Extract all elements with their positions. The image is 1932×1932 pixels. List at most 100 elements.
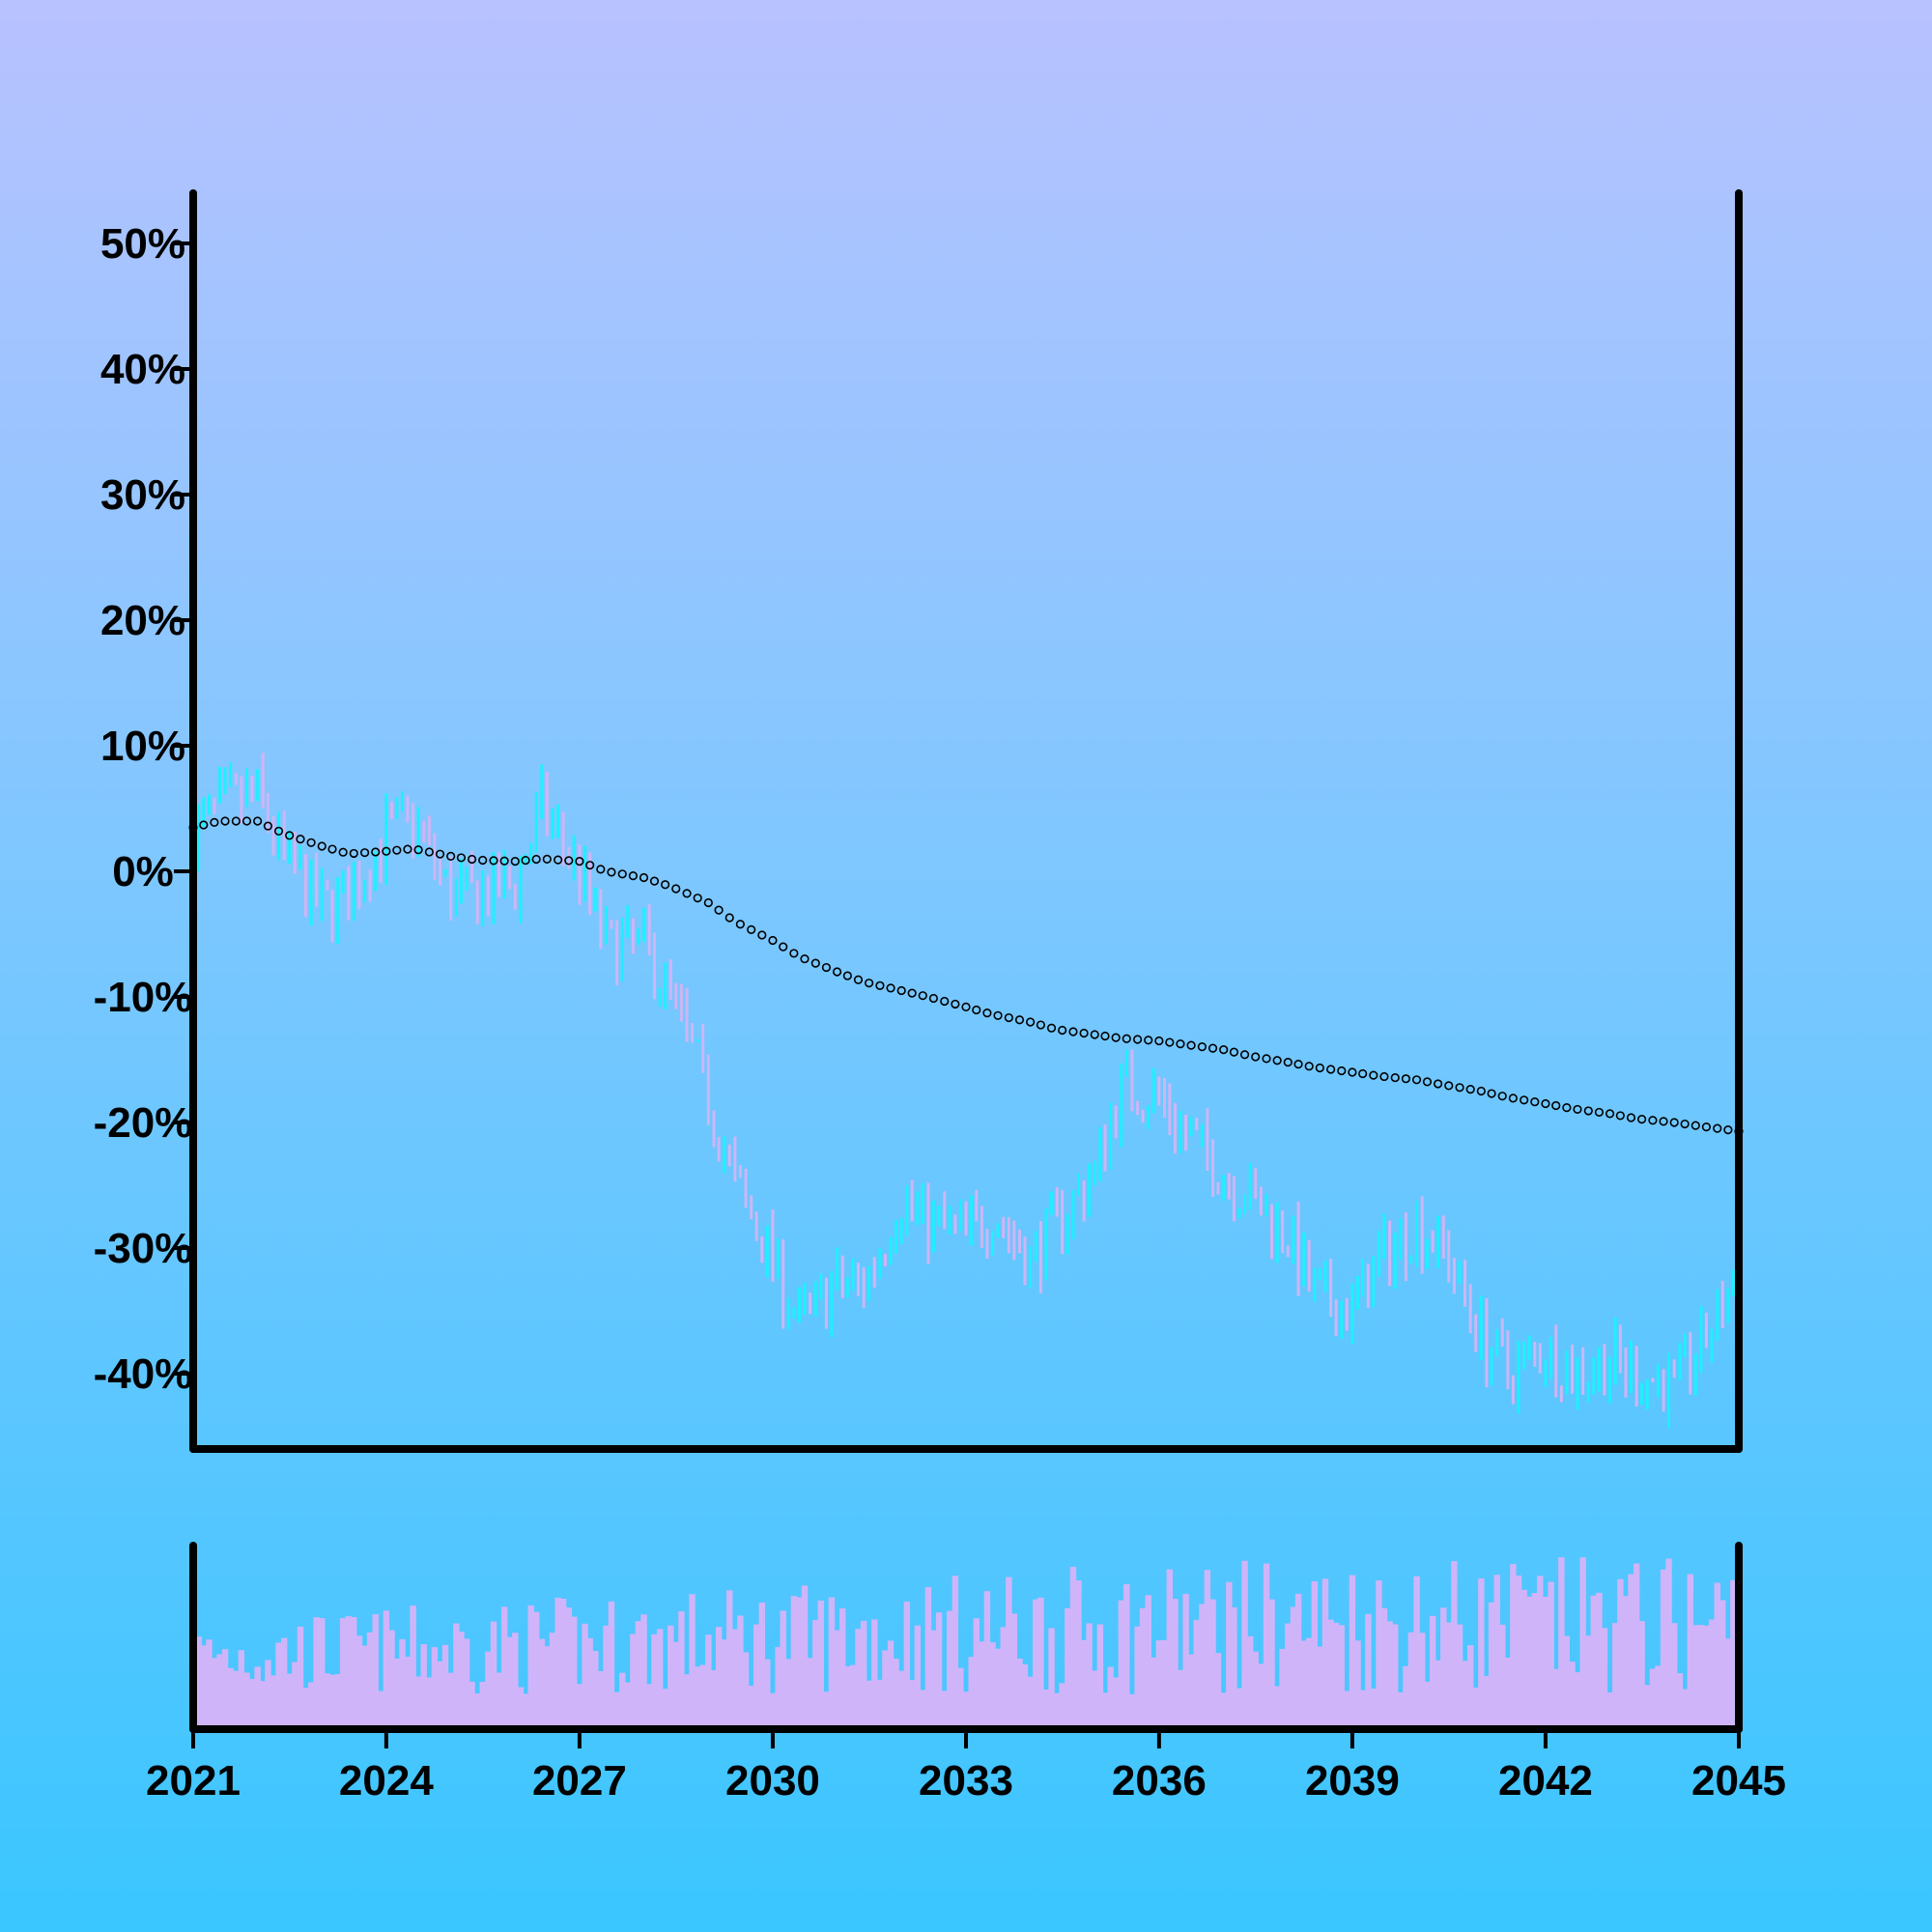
volume-bar — [705, 1634, 712, 1729]
volume-bar — [715, 1627, 723, 1729]
volume-bar — [361, 1645, 368, 1729]
moving-average-point — [1583, 1106, 1593, 1116]
moving-average-point — [1283, 1057, 1293, 1067]
volume-bar — [1440, 1607, 1447, 1729]
volume-bar — [1037, 1597, 1044, 1729]
moving-average-point — [1637, 1115, 1647, 1124]
volume-bar — [962, 1691, 970, 1729]
moving-average-point — [972, 1005, 981, 1015]
volume-bar — [1354, 1640, 1361, 1729]
volume-bar — [1332, 1622, 1340, 1729]
volume-bar — [1279, 1648, 1286, 1729]
moving-average-point — [928, 993, 939, 1004]
moving-average-point — [489, 856, 498, 866]
x-tick-label: 2036 — [1112, 1757, 1207, 1804]
volume-bar — [1617, 1578, 1624, 1729]
volume-bar — [1601, 1628, 1608, 1729]
volume-bar — [388, 1630, 395, 1729]
volume-bar — [1531, 1593, 1539, 1729]
moving-average-point — [800, 953, 810, 964]
volume-bar — [613, 1691, 620, 1729]
volume-bar — [1638, 1621, 1645, 1729]
moving-average-point — [693, 894, 702, 903]
moving-average-point — [671, 884, 681, 894]
y-tick-label: -30% — [94, 1225, 193, 1272]
volume-bar — [742, 1652, 750, 1729]
volume-bar — [737, 1615, 744, 1729]
volume-bar — [1569, 1662, 1576, 1729]
volume-bar — [1692, 1625, 1699, 1729]
volume-bar — [270, 1675, 277, 1729]
moving-average-point — [467, 854, 477, 865]
moving-average-point — [1058, 1025, 1067, 1036]
moving-average-point — [1690, 1121, 1700, 1130]
volume-bar — [1681, 1689, 1689, 1729]
volume-bar — [699, 1664, 706, 1729]
volume-bar — [941, 1690, 948, 1729]
volume-bar — [672, 1641, 679, 1729]
moving-average-point — [1079, 1028, 1089, 1038]
y-tick-label: 20% — [100, 597, 185, 644]
volume-bar — [500, 1606, 508, 1729]
moving-average-point — [1144, 1036, 1153, 1045]
y-tick-label: -40% — [94, 1350, 193, 1398]
volume-bar — [1499, 1624, 1506, 1729]
volume-bar — [1161, 1639, 1168, 1729]
volume-bar — [1612, 1623, 1619, 1729]
volume-bar — [1670, 1623, 1678, 1729]
volume-bar — [957, 1667, 964, 1729]
volume-bar — [1027, 1676, 1034, 1729]
volume-bar — [260, 1681, 267, 1729]
moving-average-point — [554, 855, 563, 865]
volume-bar — [1596, 1592, 1603, 1729]
volume-bar — [807, 1658, 813, 1729]
y-tick-label: 40% — [100, 346, 185, 393]
moving-average-point — [1444, 1081, 1454, 1091]
moving-average-point — [779, 942, 788, 952]
moving-average-point — [1358, 1068, 1368, 1079]
volume-bar — [216, 1654, 223, 1729]
moving-average-point — [982, 1008, 992, 1018]
volume-bar — [780, 1610, 786, 1729]
volume-bar — [221, 1649, 229, 1729]
moving-average-point — [875, 980, 885, 990]
volume-bar — [1687, 1574, 1694, 1729]
volume-bar — [849, 1664, 857, 1729]
moving-average-point — [1541, 1098, 1550, 1109]
volume-bar — [603, 1625, 610, 1729]
volume-bar — [1344, 1690, 1350, 1729]
volume-bar — [393, 1658, 401, 1729]
moving-average-point — [1669, 1118, 1679, 1127]
volume-bar — [1349, 1575, 1356, 1729]
volume-bar — [817, 1600, 824, 1729]
moving-average-point — [564, 856, 574, 866]
moving-average-point — [1219, 1044, 1229, 1055]
volume-bar — [1703, 1625, 1710, 1729]
volume-bar — [463, 1638, 470, 1729]
volume-bar — [1525, 1596, 1533, 1729]
volume-bar — [469, 1681, 475, 1729]
volume-bar — [200, 1645, 207, 1729]
volume-bar — [437, 1661, 443, 1729]
volume-bar — [496, 1672, 502, 1729]
volume-bar — [860, 1620, 867, 1729]
volume-bar — [1000, 1627, 1007, 1729]
volume-bar — [1424, 1681, 1431, 1729]
volume-bar — [1574, 1672, 1581, 1729]
x-tick-label: 2033 — [919, 1757, 1013, 1804]
volume-bar — [1092, 1670, 1098, 1729]
volume-bar — [1112, 1677, 1120, 1729]
moving-average-point — [639, 872, 649, 883]
volume-bar — [952, 1576, 959, 1729]
volume-bar — [538, 1638, 546, 1729]
volume-bar — [544, 1646, 551, 1729]
moving-average-point — [585, 861, 595, 870]
volume-bar — [227, 1667, 234, 1729]
moving-average-point — [478, 855, 488, 866]
moving-average-point — [403, 844, 412, 854]
volume-bar — [1311, 1580, 1319, 1729]
moving-average-point — [993, 1010, 1003, 1020]
moving-average-point — [285, 831, 295, 840]
volume-bar — [790, 1596, 798, 1729]
volume-bar — [328, 1674, 336, 1729]
